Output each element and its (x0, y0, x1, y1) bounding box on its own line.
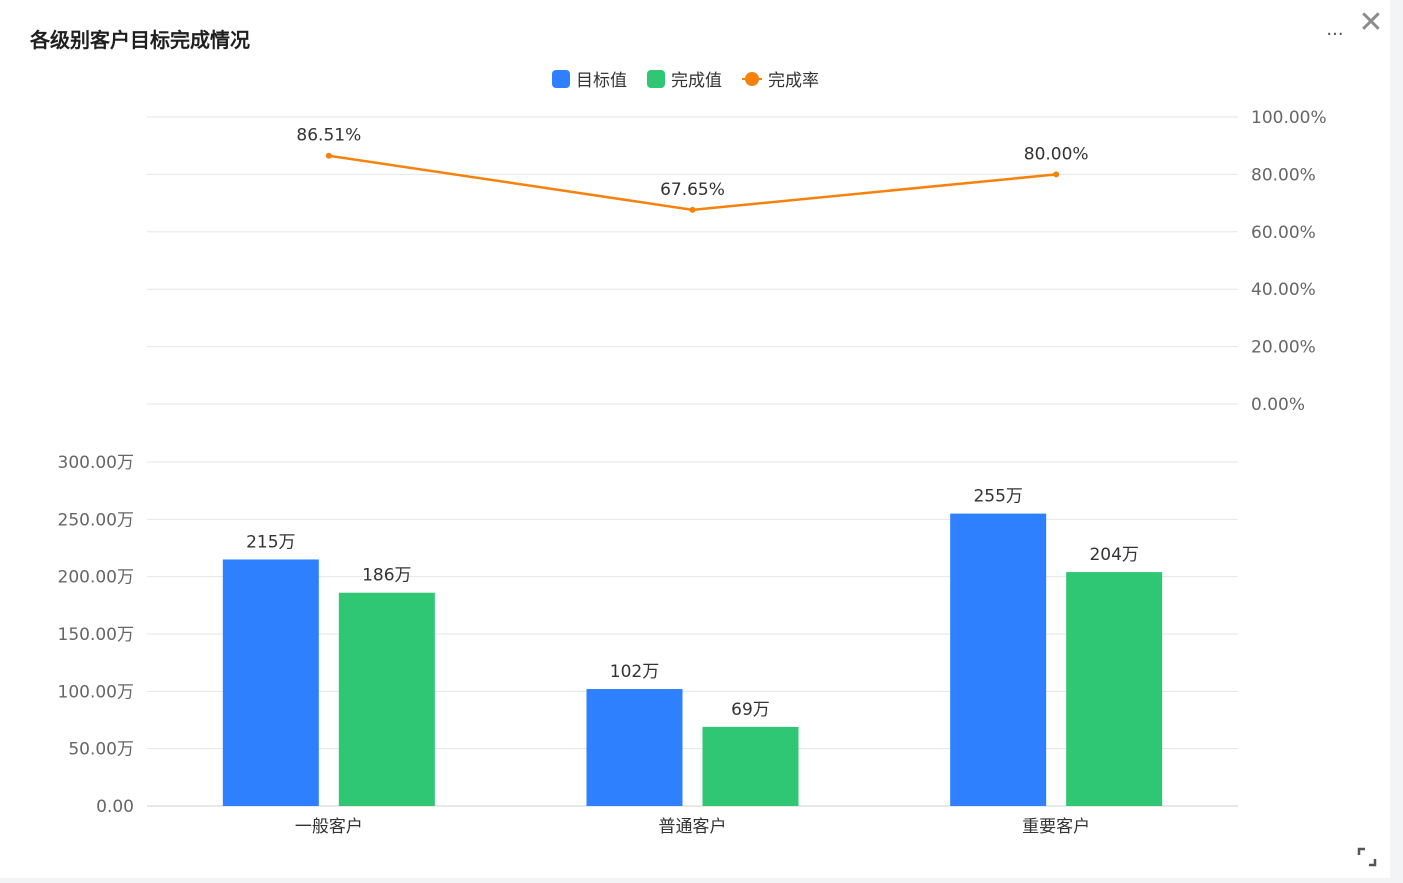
legend-label-target: 目标值 (576, 71, 627, 91)
bar-tick-label: 150.00万 (58, 625, 134, 645)
legend-label-done: 完成值 (671, 71, 722, 91)
x-tick-label: 重要客户 (1022, 817, 1090, 837)
chart-legend: 目标值 完成值 完成率 (552, 66, 819, 91)
bar-tick-label: 50.00万 (68, 740, 134, 760)
bar-data-label: 69万 (731, 700, 770, 720)
rate-tick-label: 60.00% (1251, 223, 1316, 243)
x-tick-label: 普通客户 (659, 817, 727, 837)
rate-data-label: 67.65% (660, 180, 725, 200)
bar-tick-label: 0.00 (96, 797, 134, 817)
chart-title: 各级别客户目标完成情况 (30, 28, 250, 52)
rate-tick-label: 40.00% (1251, 280, 1316, 300)
legend-item-rate[interactable]: 完成率 (742, 66, 819, 91)
close-icon[interactable]: ✕ (1358, 5, 1384, 40)
bar-data-label: 204万 (1089, 545, 1138, 565)
bar-target (222, 559, 319, 806)
rate-tick-label: 80.00% (1251, 165, 1316, 185)
bar-tick-label: 200.00万 (58, 568, 134, 588)
rate-tick-label: 100.00% (1251, 108, 1327, 128)
bar-done (1066, 572, 1163, 806)
bar-data-label: 186万 (362, 566, 411, 586)
expand-icon[interactable] (1356, 846, 1378, 868)
bar-tick-label: 300.00万 (58, 453, 134, 473)
bar-data-label: 102万 (610, 662, 659, 682)
rate-data-label: 80.00% (1024, 144, 1089, 164)
bar-data-label: 255万 (973, 487, 1022, 507)
bar-target (950, 513, 1047, 806)
more-options-icon[interactable]: ··· (1326, 24, 1344, 45)
rate-point (1053, 171, 1060, 178)
bar-done (702, 726, 799, 806)
rate-point (689, 206, 696, 213)
legend-swatch-done (647, 69, 665, 88)
bar-tick-label: 250.00万 (58, 510, 134, 530)
rate-point (325, 152, 332, 159)
legend-swatch-rate (742, 70, 762, 88)
bar-tick-label: 100.00万 (58, 682, 134, 702)
legend-label-rate: 完成率 (768, 71, 819, 91)
bar-done (338, 592, 435, 806)
x-tick-label: 一般客户 (295, 817, 363, 837)
legend-swatch-target (552, 69, 570, 88)
bar-target (586, 689, 683, 806)
bar-data-label: 215万 (246, 532, 295, 552)
rate-tick-label: 0.00% (1251, 395, 1305, 415)
rate-tick-label: 20.00% (1251, 338, 1316, 358)
legend-item-done[interactable]: 完成值 (647, 66, 722, 91)
rate-data-label: 86.51% (296, 126, 361, 146)
legend-item-target[interactable]: 目标值 (552, 66, 627, 91)
